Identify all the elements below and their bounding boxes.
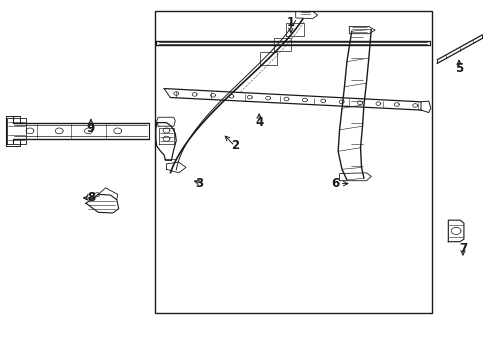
Text: 6: 6 (331, 177, 339, 190)
Text: 7: 7 (458, 242, 466, 255)
Text: 5: 5 (454, 62, 462, 75)
Text: 8: 8 (87, 192, 96, 204)
Text: 3: 3 (195, 177, 203, 190)
Text: 9: 9 (86, 122, 95, 135)
Text: 1: 1 (286, 16, 294, 29)
Text: 4: 4 (254, 116, 263, 129)
Bar (155, 12, 431, 313)
Text: 2: 2 (230, 139, 238, 152)
